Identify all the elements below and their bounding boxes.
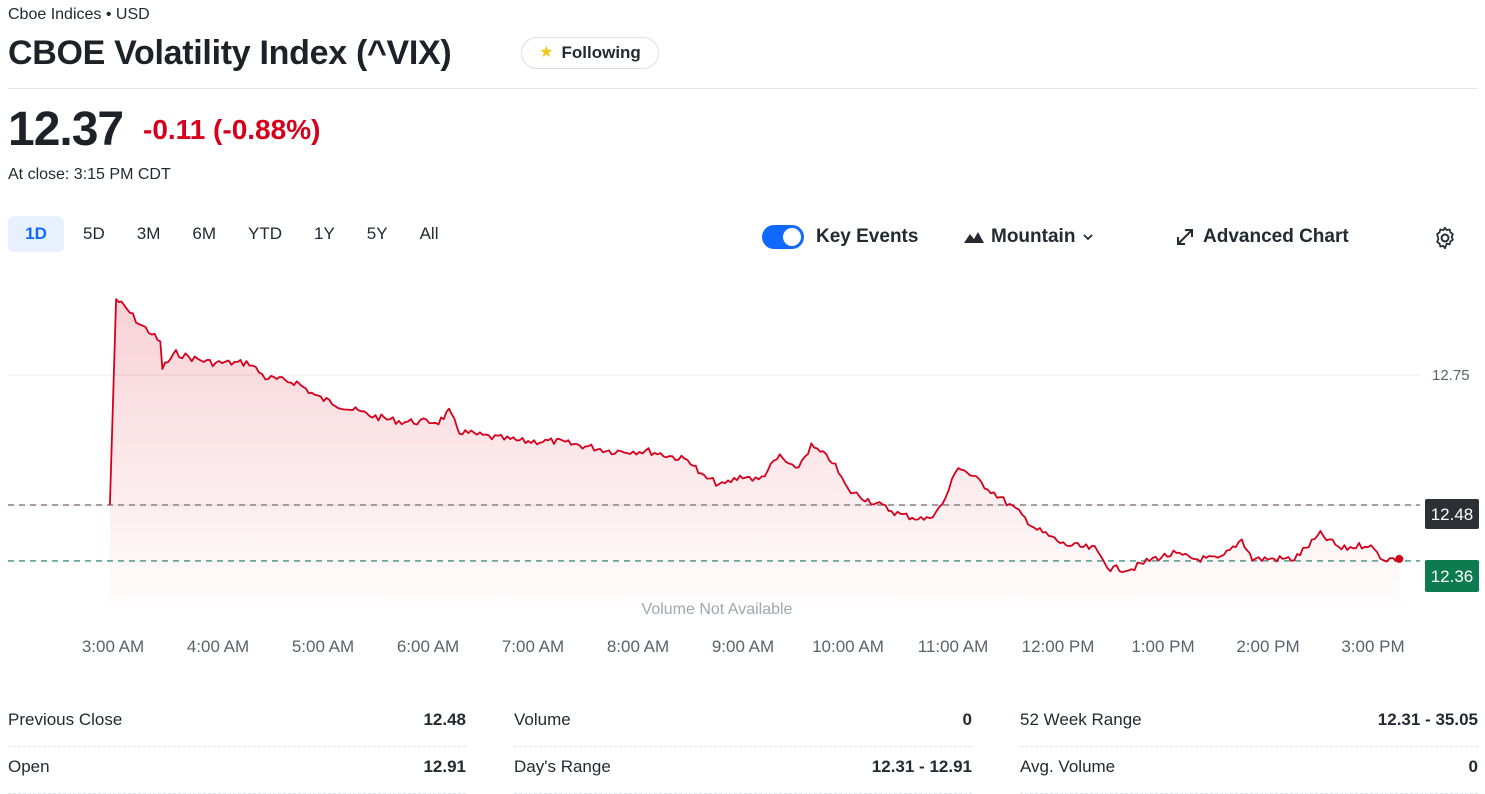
current-price: 12.37	[8, 103, 124, 156]
chart-type-dropdown[interactable]: Mountain	[963, 226, 1095, 248]
advanced-chart-label: Advanced Chart	[1203, 226, 1349, 247]
stat-label: Day's Range	[514, 757, 611, 776]
price-change: -0.11 (-0.88%)	[143, 114, 321, 145]
range-5d[interactable]: 5D	[83, 224, 105, 243]
range-selector: 1D 5D 3M 6M YTD 1Y 5Y All	[8, 216, 454, 252]
star-icon: ★	[539, 44, 554, 61]
stat-value: 12.91	[423, 757, 466, 776]
current-price-label: 12.36	[1431, 567, 1474, 586]
x-tick-label: 1:00 PM	[1131, 637, 1194, 656]
current-price-tag-bg	[1425, 560, 1479, 592]
stat-value: 0	[962, 710, 972, 729]
stat-label: Volume	[514, 710, 571, 729]
divider	[8, 88, 1477, 89]
range-6m[interactable]: 6M	[192, 224, 216, 243]
stat-value: 12.48	[423, 710, 466, 729]
range-1y[interactable]: 1Y	[313, 224, 335, 243]
key-events-toggle[interactable]	[762, 225, 804, 249]
stat-row: Previous Close 12.48	[8, 700, 466, 747]
x-tick-label: 3:00 AM	[82, 637, 144, 656]
x-tick-label: 6:00 AM	[397, 637, 459, 656]
range-5y[interactable]: 5Y	[366, 224, 388, 243]
gear-icon[interactable]	[1432, 225, 1458, 251]
stat-label: Avg. Volume	[1020, 757, 1116, 776]
chevron-down-icon	[1083, 234, 1094, 241]
key-events-label[interactable]: Key Events	[816, 226, 919, 247]
range-3m[interactable]: 3M	[136, 224, 161, 243]
volume-note: Volume Not Available	[642, 601, 793, 618]
stat-row: Day's Range 12.31 - 12.91	[514, 747, 972, 794]
stats-column: 52 Week Range 12.31 - 35.05 Avg. Volume 0	[1020, 700, 1478, 794]
x-tick-label: 4:00 AM	[187, 637, 249, 656]
price-line	[109, 298, 1400, 574]
stat-value: 0	[1468, 757, 1478, 776]
x-tick-label: 11:00 AM	[918, 637, 989, 656]
x-tick-label: 12:00 PM	[1022, 637, 1095, 656]
stat-label: 52 Week Range	[1020, 710, 1142, 729]
stat-row: Avg. Volume 0	[1020, 747, 1478, 794]
price-chart[interactable]: Volume Not Available 3:00 AM 4:00 AM 5:00 …	[0, 262, 1485, 662]
last-price-dot	[1395, 554, 1404, 563]
stats-column: Previous Close 12.48 Open 12.91	[8, 700, 466, 794]
stat-row: Open 12.91	[8, 747, 466, 794]
chart-type-label: Mountain	[991, 226, 1076, 247]
range-all[interactable]: All	[419, 224, 439, 243]
y-tick-label: 12.75	[1432, 367, 1470, 384]
stat-row: Volume 0	[514, 700, 972, 747]
expand-icon	[1177, 229, 1193, 245]
exchange-label: Cboe Indices • USD	[8, 6, 150, 23]
previous-close-label: 12.48	[1431, 505, 1474, 524]
x-tick-label: 5:00 AM	[292, 637, 354, 656]
stat-value: 12.31 - 12.91	[871, 757, 972, 776]
page-title: CBOE Volatility Index (^VIX)	[8, 34, 452, 72]
stat-value: 12.31 - 35.05	[1377, 710, 1478, 729]
stats-column: Volume 0 Day's Range 12.31 - 12.91	[514, 700, 972, 794]
toggle-knob	[783, 228, 801, 246]
stat-label: Open	[8, 757, 50, 776]
close-time: At close: 3:15 PM CDT	[8, 166, 171, 183]
current-price-tag: 12.36	[1425, 560, 1479, 592]
range-ytd[interactable]: YTD	[247, 224, 282, 243]
previous-close-tag: 12.48	[1425, 499, 1479, 529]
stat-row: 52 Week Range 12.31 - 35.05	[1020, 700, 1478, 747]
following-button[interactable]: ★ Following	[521, 37, 659, 69]
advanced-chart-button[interactable]: Advanced Chart	[1175, 226, 1349, 248]
x-tick-label: 3:00 PM	[1341, 637, 1404, 656]
area-fill	[109, 299, 1400, 607]
stat-label: Previous Close	[8, 710, 123, 729]
x-tick-label: 10:00 AM	[812, 637, 884, 656]
following-label: Following	[561, 43, 641, 62]
range-1d[interactable]: 1D	[8, 216, 64, 252]
mountain-icon	[964, 232, 984, 243]
previous-close-tag-bg	[1425, 499, 1479, 529]
x-tick-label: 7:00 AM	[502, 637, 564, 656]
x-tick-label: 9:00 AM	[712, 637, 774, 656]
x-tick-label: 8:00 AM	[607, 637, 669, 656]
x-tick-label: 2:00 PM	[1236, 637, 1299, 656]
